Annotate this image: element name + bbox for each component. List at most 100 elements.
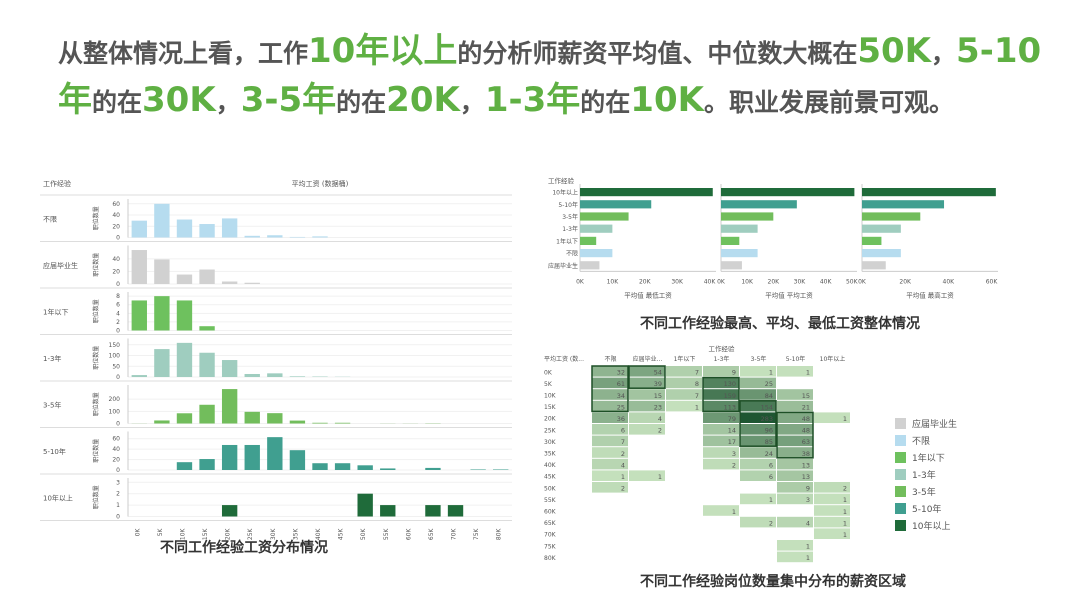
bar	[154, 420, 170, 424]
bar	[221, 218, 238, 238]
legend-label: 不限	[912, 436, 930, 447]
y-axis-label: 职位数量	[92, 346, 100, 370]
row-label: 30K	[544, 439, 557, 446]
headline-text: 的在	[580, 88, 631, 117]
bar	[862, 188, 996, 197]
cell-value: 7	[695, 392, 699, 400]
bar	[357, 465, 373, 470]
bar	[721, 236, 740, 245]
y-axis-label: 职位数量	[92, 392, 100, 416]
legend-label: 5-10年	[912, 503, 941, 515]
row-label: 0K	[544, 369, 553, 376]
heatmap-cell	[777, 516, 813, 528]
x-tick-label: 45K	[338, 527, 345, 540]
legend-label: 1-3年	[912, 469, 936, 481]
bar	[267, 413, 283, 424]
heatmap-cell	[777, 458, 813, 470]
legend-swatch	[895, 503, 906, 514]
headline-highlight: 1-3年	[484, 80, 581, 120]
heatmap-cell	[740, 389, 776, 400]
cell-value: 48	[802, 427, 810, 435]
heatmap-cell	[703, 435, 739, 447]
x-tick-label: 60K	[405, 527, 412, 540]
row-label: 3-5年	[562, 213, 578, 221]
bar	[199, 404, 215, 424]
cell-value: 1	[806, 369, 810, 377]
bar	[580, 261, 600, 270]
cell-value: 96	[765, 427, 773, 435]
y-tick-label: 100	[109, 408, 121, 415]
row-label: 1-3年	[43, 354, 61, 363]
column-label: 10年以上	[820, 355, 846, 363]
cell-value: 1	[843, 519, 847, 527]
row-label: 1年以下	[556, 237, 578, 245]
cell-value: 4	[621, 461, 625, 469]
bar	[244, 444, 260, 470]
row-label: 10年以上	[552, 189, 578, 197]
heatmap-cell	[777, 493, 813, 505]
bar	[221, 360, 238, 377]
heatmap-cell	[814, 528, 850, 539]
column-label: 1年以下	[674, 355, 696, 363]
y-axis-label: 职位数量	[92, 439, 100, 463]
heatmap-cell	[740, 458, 776, 470]
headline: 从整体情况上看，工作10年以上的分析师薪资平均值、中位数大概在50K，5-10年…	[58, 28, 1048, 126]
highlight-box	[739, 400, 777, 447]
y-tick-label: 0	[116, 514, 120, 521]
cell-value: 1	[806, 554, 810, 562]
bar	[721, 261, 742, 270]
bar	[425, 505, 441, 517]
x-tick-label: 40K	[704, 278, 717, 285]
y-tick-label: 0	[116, 421, 120, 428]
cell-value: 1	[695, 403, 699, 411]
heatmap-cell	[814, 516, 850, 528]
left-chart-caption: 不同工作经验工资分布情况	[160, 540, 328, 556]
bar	[721, 188, 855, 197]
row-label: 5-10年	[558, 201, 578, 209]
bar	[154, 349, 170, 377]
cell-value: 7	[695, 369, 699, 377]
row-label: 15K	[544, 404, 557, 411]
heatmap-cell	[666, 366, 702, 377]
x-tick-label: 80K	[496, 527, 503, 540]
headline-text: ，	[459, 88, 485, 117]
cell-value: 1	[769, 496, 773, 504]
y-tick-label: 200	[109, 396, 121, 403]
x-tick-label: 55K	[383, 527, 390, 540]
x-tick-label: 20K	[768, 278, 781, 285]
headline-highlight: 50K	[857, 31, 932, 71]
legend-label: 1年以下	[912, 452, 945, 464]
cell-value: 79	[728, 415, 736, 423]
y-tick-label: 3	[116, 479, 120, 486]
cell-value: 14	[728, 427, 736, 435]
heatmap-cell	[777, 482, 813, 493]
y-tick-label: 0	[116, 467, 120, 474]
y-tick-label: 2	[116, 491, 120, 498]
row-label: 不限	[566, 250, 578, 258]
bar	[131, 250, 147, 284]
bar	[199, 326, 215, 331]
highlight-box	[591, 365, 629, 413]
cell-value: 2	[621, 450, 625, 458]
y-tick-label: 1	[116, 502, 120, 509]
heatmap-cell	[740, 412, 776, 423]
bar	[176, 274, 193, 284]
row-label: 75K	[544, 543, 557, 550]
x-tick-label: 0K	[134, 527, 141, 536]
bar	[289, 420, 306, 424]
bar	[199, 352, 215, 377]
x-axis-label: 平均值 平均工资	[765, 290, 813, 299]
row-header: 工作经验	[43, 179, 71, 188]
cell-value: 32	[617, 369, 625, 377]
legend-label: 10年以上	[912, 520, 950, 532]
bar	[334, 463, 351, 470]
heatmap-cell	[777, 540, 813, 551]
cell-value: 13	[802, 473, 810, 481]
cell-value: 7	[621, 438, 625, 446]
cell-value: 2	[621, 485, 625, 493]
heatmap-cell	[740, 424, 776, 435]
cell-value: 24	[765, 450, 773, 458]
x-tick-label: 30K	[794, 278, 807, 285]
heatmap-cell	[740, 435, 776, 447]
